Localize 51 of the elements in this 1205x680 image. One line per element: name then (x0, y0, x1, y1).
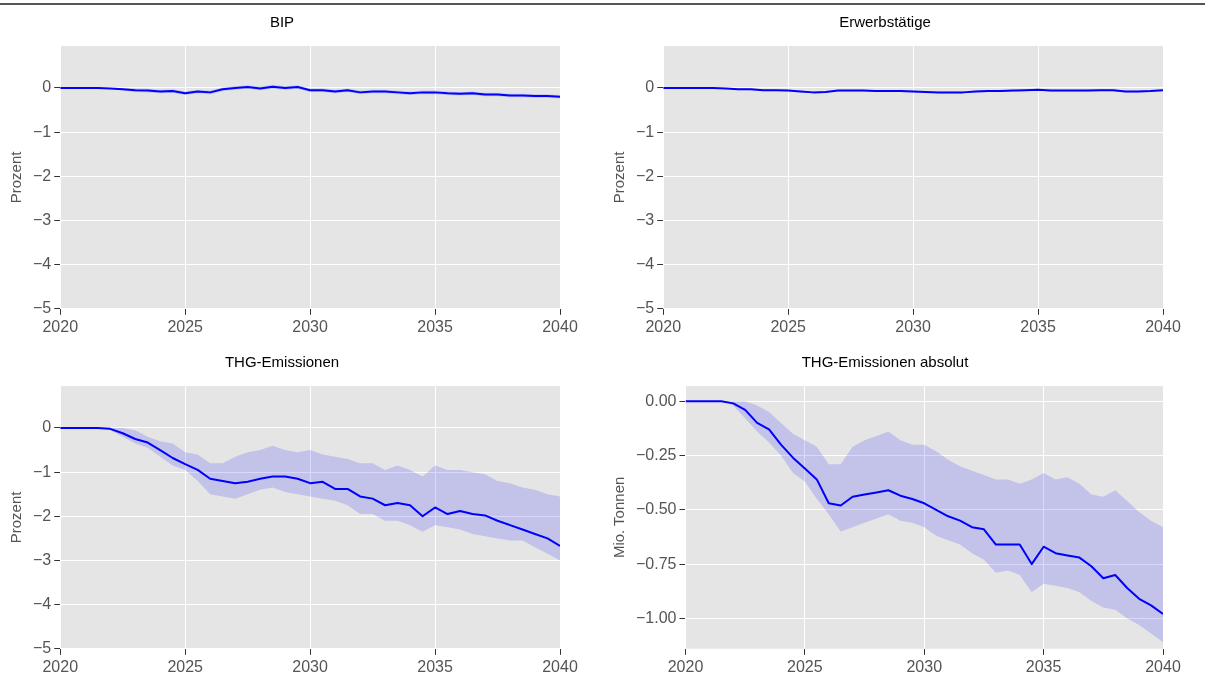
x-tick-label: 2020 (667, 657, 704, 675)
x-tick-label: 2035 (417, 657, 453, 675)
x-tick-label: 2035 (417, 317, 453, 335)
y-tick-label: 0.00 (645, 391, 677, 409)
y-tick-label: −3 (32, 210, 52, 228)
y-tick-label: 0 (42, 418, 52, 436)
y-tick-label: −0.50 (636, 500, 677, 518)
chart-title: Erwerbstätige (839, 13, 931, 31)
chart-title: THG-Emissionen (224, 353, 340, 371)
y-tick-label: −4 (32, 595, 52, 613)
x-tick-label: 2020 (42, 657, 79, 675)
x-tick-label: 2020 (645, 317, 682, 335)
y-tick-label: −2 (635, 166, 655, 184)
y-tick-label: −4 (635, 255, 655, 273)
x-tick-label: 2035 (1025, 657, 1062, 675)
y-tick-label: −4 (32, 255, 52, 273)
x-tick-label: 2040 (542, 657, 578, 675)
x-tick-label: 2035 (1020, 317, 1056, 335)
y-axis-title: Prozent (7, 150, 25, 204)
x-tick-label: 2030 (906, 657, 943, 675)
y-tick-label: −0.75 (636, 554, 677, 572)
x-tick-label: 2025 (770, 317, 807, 335)
y-axis-title: Mio. Tonnen (610, 476, 628, 559)
y-tick-label: −0.25 (636, 445, 677, 463)
y-axis-title: Prozent (610, 150, 628, 204)
y-tick-label: 0 (645, 78, 655, 96)
x-tick-label: 2040 (1145, 317, 1181, 335)
x-tick-label: 2020 (42, 317, 79, 335)
x-tick-label: 2025 (167, 657, 204, 675)
chart-title: THG-Emissionen absolut (801, 353, 970, 371)
x-tick-label: 2025 (167, 317, 204, 335)
y-tick-label: −5 (32, 639, 52, 657)
y-tick-label: −1 (32, 122, 52, 140)
y-tick-label: −1.00 (636, 608, 677, 626)
y-tick-label: −5 (635, 299, 655, 317)
y-tick-label: −2 (32, 506, 52, 524)
y-tick-label: 0 (42, 78, 52, 96)
y-tick-label: −1 (635, 122, 655, 140)
x-tick-label: 2040 (542, 317, 578, 335)
y-tick-label: −3 (32, 550, 52, 568)
x-tick-label: 2030 (895, 317, 932, 335)
y-tick-label: −2 (32, 166, 52, 184)
x-tick-label: 2025 (787, 657, 823, 675)
y-tick-label: −5 (32, 299, 52, 317)
y-axis-title: Prozent (7, 490, 25, 544)
x-tick-label: 2030 (292, 657, 329, 675)
chart-title: BIP (269, 13, 295, 31)
x-tick-label: 2030 (292, 317, 329, 335)
y-tick-label: −3 (635, 210, 655, 228)
x-tick-label: 2040 (1145, 657, 1181, 675)
y-tick-label: −1 (32, 462, 52, 480)
